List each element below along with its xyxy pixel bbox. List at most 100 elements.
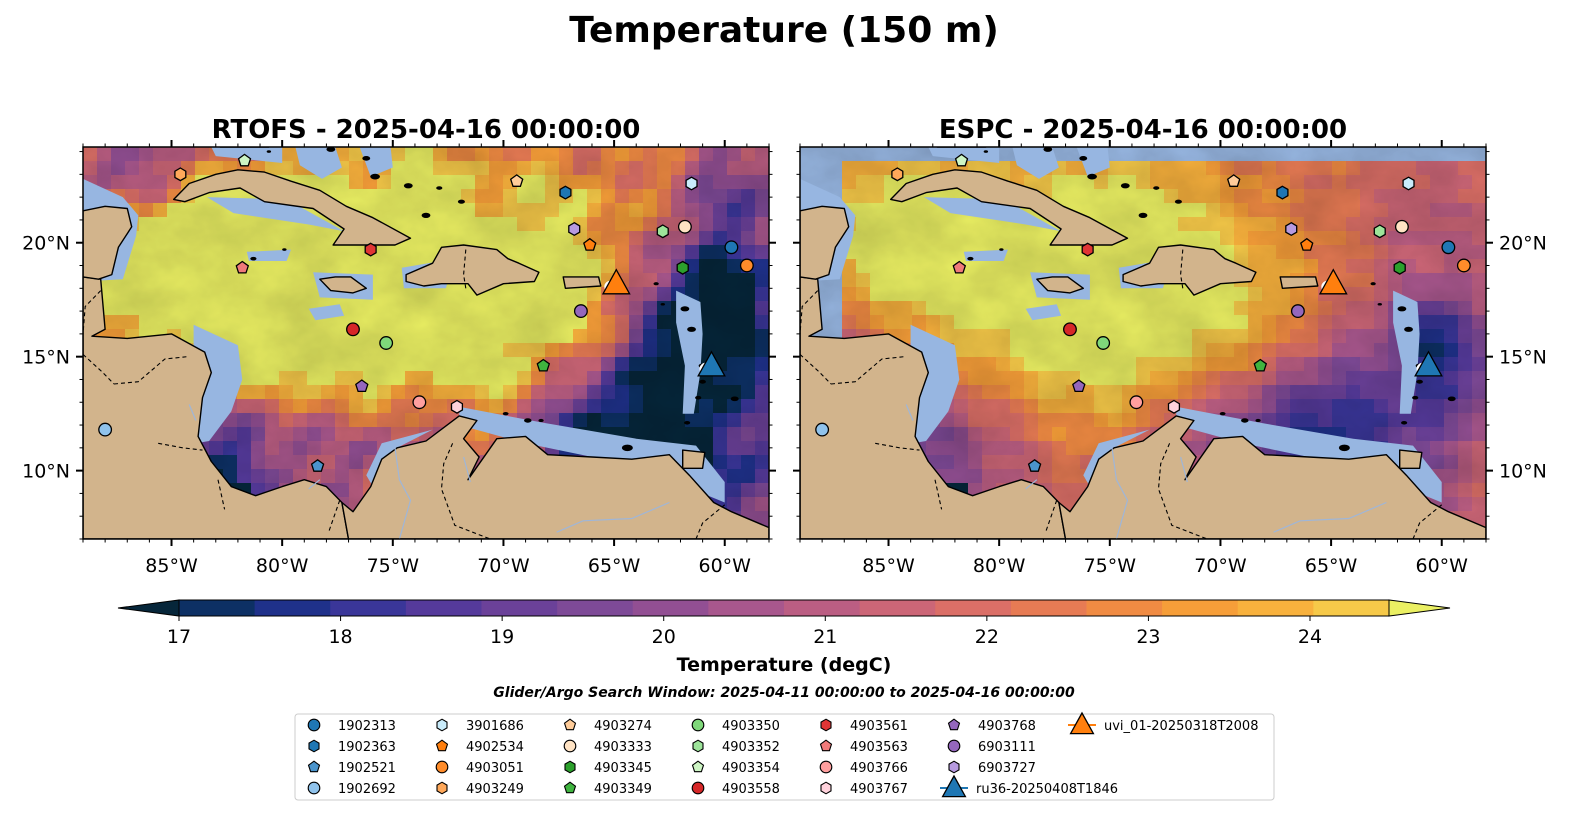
small-island — [1174, 199, 1182, 204]
float-marker-3901686 — [685, 176, 698, 191]
legend-item: 4903274 — [563, 718, 652, 734]
rtofs-map-panel: RTOFS - 2025-04-16 00:00:00 85°W 80°W 75°W… — [22, 115, 776, 577]
small-island — [699, 379, 706, 384]
legend-marker-4903558 — [691, 781, 705, 795]
espc-map-field — [800, 147, 1486, 539]
float-marker-4903767 — [450, 399, 464, 414]
river — [1180, 456, 1188, 483]
legend-item: 4903767 — [820, 781, 908, 797]
float-marker-ru36-20250408T1846 — [697, 350, 726, 377]
land-trinidad — [1398, 449, 1423, 469]
legend-marker-4903563 — [819, 739, 833, 752]
country-border — [1180, 249, 1184, 289]
small-island — [1412, 395, 1419, 400]
legend-label: 4903249 — [466, 782, 524, 797]
legend-item: 1902363 — [308, 739, 396, 755]
shelf-pedroBank — [1025, 304, 1062, 321]
lat-tick-label: 15°N — [1499, 347, 1547, 369]
lon-tick-label: 60°W — [1416, 555, 1469, 577]
legend-item: 3901686 — [436, 718, 524, 734]
lat-tick-label: 20°N — [22, 233, 70, 255]
legend-item: 1902692 — [307, 781, 396, 797]
legend-item: 4902534 — [435, 739, 524, 755]
lat-tick-label: 10°N — [1499, 461, 1547, 483]
colorbar-bin — [784, 600, 861, 616]
float-marker-4903558 — [346, 322, 360, 337]
lat-tick-label: 15°N — [22, 347, 70, 369]
small-island — [250, 256, 257, 261]
colorbar-bin — [1313, 600, 1390, 616]
country-border — [800, 353, 832, 385]
small-island — [1241, 418, 1249, 423]
small-island — [362, 156, 371, 161]
land-yucatan — [800, 205, 850, 280]
legend-item: 4903563 — [819, 739, 908, 755]
float-marker-6903727 — [1285, 221, 1298, 237]
legend-marker-1902692 — [307, 781, 321, 795]
legend-marker-4903051 — [435, 760, 449, 774]
land-southAmerica — [1058, 415, 1486, 539]
float-marker-4903051 — [739, 258, 754, 273]
legend-label: 3901686 — [466, 719, 524, 734]
float-marker-1902363 — [1276, 185, 1289, 200]
float-marker-4902534 — [1300, 237, 1314, 251]
country-border — [800, 290, 819, 334]
legend-label: 4903350 — [722, 719, 780, 734]
legend-label: 1902521 — [338, 761, 396, 776]
lon-tick-label: 75°W — [1084, 555, 1137, 577]
river — [1111, 447, 1129, 539]
shelf-cubaSouthShelf — [206, 197, 345, 232]
small-island — [695, 395, 702, 400]
legend-marker-uvi_01-20250318T2008 — [1068, 711, 1096, 735]
legend-label: 4903558 — [722, 782, 780, 797]
small-island — [653, 282, 659, 286]
rtofs-map-frame — [82, 146, 770, 540]
country-border — [1157, 443, 1208, 539]
country-border — [463, 249, 467, 289]
legend-label: 1902313 — [338, 719, 396, 734]
small-island — [660, 302, 665, 306]
small-island — [1087, 173, 1097, 180]
small-island — [1255, 418, 1261, 423]
country-border — [440, 443, 491, 539]
float-marker-4903349 — [536, 358, 551, 372]
small-island — [687, 326, 696, 332]
float-marker-4903767 — [1167, 399, 1181, 414]
legend-label: 4903768 — [978, 719, 1036, 734]
country-border — [83, 290, 102, 334]
river — [1273, 501, 1387, 533]
colorbar-bin — [859, 600, 936, 616]
lon-tick-label: 60°W — [699, 555, 752, 577]
colorbar-extend-min — [117, 599, 180, 617]
shelf-venezuelaShelf — [1176, 406, 1442, 503]
float-marker-4902534 — [583, 237, 597, 251]
float-marker-4903249 — [174, 167, 187, 182]
lon-tick-label: 70°W — [1194, 555, 1247, 577]
country-border — [217, 479, 226, 510]
small-island — [1416, 379, 1423, 384]
float-marker-ru36-20250408T1846 — [1414, 350, 1443, 377]
lon-tick-label: 70°W — [477, 555, 530, 577]
float-marker-4903563 — [952, 260, 967, 274]
legend-item: 4903768 — [947, 718, 1036, 734]
legend-label: uvi_01-20250318T2008 — [1104, 719, 1258, 734]
small-island — [684, 420, 691, 425]
espc-map-title: ESPC - 2025-04-16 00:00:00 — [939, 115, 1347, 145]
legend-label: 4903333 — [594, 740, 652, 755]
float-marker-4903345 — [1393, 260, 1406, 275]
search-window-text: Glider/Argo Search Window: 2025-04-11 00… — [493, 685, 1075, 701]
float-marker-4903354 — [954, 153, 969, 167]
colorbar-bin — [481, 600, 558, 616]
lat-tick-label: 20°N — [1499, 233, 1547, 255]
land-jamaica — [319, 276, 367, 294]
legend-marker-4903766 — [819, 760, 833, 774]
small-island — [282, 248, 287, 251]
legend-label: 6903727 — [978, 761, 1036, 776]
shelf-bahamasBank1 — [295, 147, 342, 179]
colorbar-bin — [179, 600, 256, 616]
colorbar-bin — [557, 600, 634, 616]
land-cuba — [890, 169, 1129, 246]
small-island — [621, 444, 633, 452]
legend-item: 4903558 — [691, 781, 780, 797]
colorbar-tick-label: 19 — [490, 626, 514, 648]
